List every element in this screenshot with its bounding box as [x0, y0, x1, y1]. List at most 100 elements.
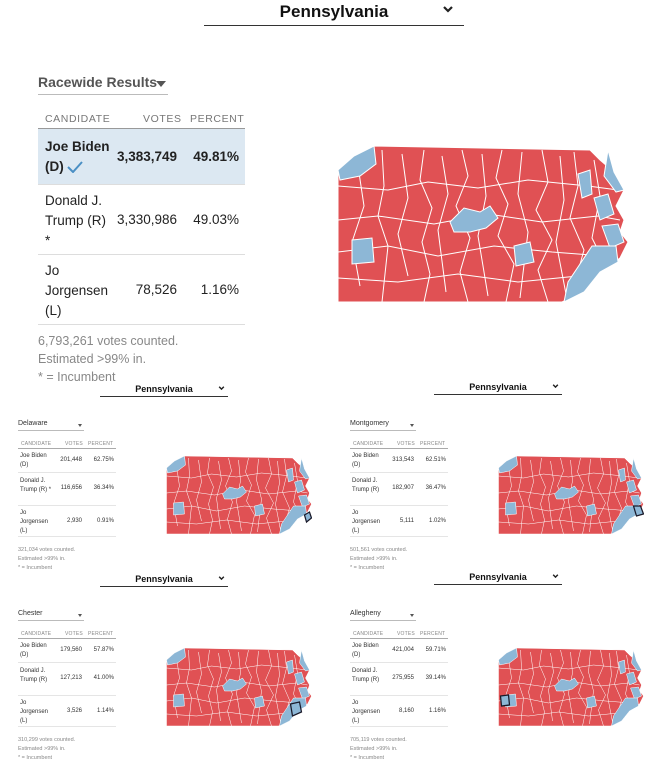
selected-county-outline[interactable]: [289, 701, 303, 717]
pennsylvania-county-map[interactable]: [166, 456, 312, 540]
county-select[interactable]: Delaware: [18, 420, 84, 431]
state-select[interactable]: Pennsylvania: [100, 384, 228, 397]
chevron-down-icon: [552, 574, 559, 579]
candidate-row[interactable]: Jo Jorgensen (L) 78,526 1.16%: [38, 255, 245, 325]
pennsylvania-county-map[interactable]: [338, 146, 628, 314]
header-divider: [18, 448, 116, 449]
candidate-percent: 41.00%: [93, 675, 114, 681]
candidate-row[interactable]: Jo Jorgensen (L) 8,160 1.16%: [350, 696, 448, 727]
candidate-name: Joe Biden (D): [20, 453, 47, 468]
pennsylvania-county-map[interactable]: [166, 648, 312, 732]
candidate-name: Joe Biden (D): [20, 643, 47, 658]
candidate-row[interactable]: Donald J. Trump (R) * 3,330,986 49.03%: [38, 185, 245, 255]
header-percent: PERCENT: [88, 631, 114, 637]
header-percent: PERCENT: [190, 113, 245, 125]
candidate-row[interactable]: Donald J. Trump (R) * 116,656 36.34%: [18, 473, 116, 506]
race-select-label: Racewide Results: [38, 74, 158, 90]
state-select[interactable]: Pennsylvania: [434, 572, 562, 585]
incumbent-note: * = Incumbent: [350, 755, 385, 761]
county-select-label: Montgomery: [350, 420, 389, 427]
estimated-in: Estimated >99% in.: [38, 352, 147, 366]
race-select[interactable]: Racewide Results: [38, 72, 168, 95]
county-select[interactable]: Chester: [18, 610, 84, 621]
candidate-row[interactable]: Donald J. Trump (R) 275,955 39.14%: [350, 663, 448, 696]
header-votes: VOTES: [65, 631, 83, 637]
candidate-percent: 49.03%: [193, 212, 239, 227]
candidate-percent: 1.16%: [200, 282, 239, 297]
triangle-down-icon: [78, 424, 82, 427]
header-candidate: CANDIDATE: [21, 441, 52, 447]
candidate-row[interactable]: Joe Biden (D) 313,543 62.51%: [350, 449, 448, 473]
county-select-label: Chester: [18, 610, 43, 617]
county-select-label: Allegheny: [350, 610, 381, 617]
candidate-name: Joe Biden (D): [352, 643, 379, 658]
state-select[interactable]: Pennsylvania: [204, 0, 464, 26]
header-votes: VOTES: [397, 631, 415, 637]
header-votes: VOTES: [65, 441, 83, 447]
candidate-percent: 59.71%: [425, 647, 446, 653]
estimated-in: Estimated >99% in.: [18, 556, 66, 562]
header-divider: [350, 448, 448, 449]
candidate-percent: 36.47%: [425, 485, 446, 491]
candidate-votes: 201,448: [60, 457, 82, 463]
candidate-votes: 179,560: [60, 647, 82, 653]
estimated-in: Estimated >99% in.: [350, 556, 398, 562]
candidate-row[interactable]: Donald J. Trump (R) 127,213 41.00%: [18, 663, 116, 696]
candidate-row[interactable]: Joe Biden (D) 179,560 57.87%: [18, 639, 116, 663]
state-select[interactable]: Pennsylvania: [100, 574, 228, 587]
candidate-percent: 1.14%: [96, 708, 114, 714]
header-divider: [350, 638, 448, 639]
candidate-votes: 78,526: [135, 282, 177, 297]
candidate-name: Donald J. Trump (R) *: [45, 193, 106, 248]
state-select[interactable]: Pennsylvania: [434, 382, 562, 395]
county-select[interactable]: Montgomery: [350, 420, 416, 431]
header-candidate: CANDIDATE: [45, 113, 111, 125]
header-divider: [38, 128, 245, 129]
candidate-row[interactable]: Jo Jorgensen (L) 5,111 1.02%: [350, 506, 448, 537]
selected-county-outline[interactable]: [303, 511, 312, 524]
votes-counted: 501,561 votes counted.: [350, 547, 408, 553]
candidate-votes: 8,160: [398, 708, 414, 714]
candidate-percent: 1.16%: [428, 708, 446, 714]
candidate-percent: 57.87%: [93, 647, 114, 653]
pennsylvania-county-map[interactable]: [498, 456, 644, 540]
candidate-percent: 36.34%: [93, 485, 114, 491]
state-select-label: Pennsylvania: [135, 384, 193, 394]
candidate-votes: 313,543: [392, 457, 414, 463]
candidate-votes: 3,383,749: [116, 149, 177, 164]
county-select[interactable]: Allegheny: [350, 610, 416, 621]
candidate-votes: 275,955: [392, 675, 414, 681]
candidate-row[interactable]: Joe Biden (D) 421,004 59.71%: [350, 639, 448, 663]
pennsylvania-county-map[interactable]: [498, 648, 644, 732]
candidate-votes: 116,656: [60, 485, 82, 491]
county-select-label: Delaware: [18, 420, 48, 427]
candidate-name: Donald J. Trump (R): [352, 478, 380, 493]
chevron-down-icon: [218, 386, 225, 391]
header-divider: [18, 638, 116, 639]
candidate-row[interactable]: Donald J. Trump (R) 182,907 36.47%: [350, 473, 448, 506]
candidate-row[interactable]: Jo Jorgensen (L) 2,930 0.91%: [18, 506, 116, 537]
candidate-percent: 62.51%: [425, 457, 446, 463]
candidate-row-winner[interactable]: Joe Biden (D) 3,383,749 49.81%: [38, 129, 245, 185]
header-candidate: CANDIDATE: [21, 631, 52, 637]
candidate-row[interactable]: Jo Jorgensen (L) 3,526 1.14%: [18, 696, 116, 727]
header-votes: VOTES: [397, 441, 415, 447]
state-select-label: Pennsylvania: [469, 572, 527, 582]
candidate-percent: 1.02%: [428, 518, 446, 524]
header-votes: VOTES: [143, 113, 182, 125]
candidate-name: Jo Jorgensen (L): [352, 510, 381, 534]
candidate-votes: 5,111: [399, 518, 414, 524]
candidate-name: Jo Jorgensen (L): [20, 510, 49, 534]
candidate-votes: 421,004: [392, 647, 414, 653]
estimated-in: Estimated >99% in.: [18, 746, 66, 752]
header-candidate: CANDIDATE: [353, 441, 384, 447]
header-candidate: CANDIDATE: [353, 631, 384, 637]
votes-counted: 321,034 votes counted.: [18, 547, 76, 553]
candidate-row[interactable]: Joe Biden (D) 201,448 62.75%: [18, 449, 116, 473]
selected-county-outline[interactable]: [499, 694, 511, 707]
selected-county-outline[interactable]: [632, 505, 644, 517]
votes-counted: 6,793,261 votes counted.: [38, 334, 179, 348]
candidate-votes: 127,213: [60, 675, 82, 681]
triangle-down-icon: [156, 81, 166, 87]
candidate-name: Jo Jorgensen (L): [352, 700, 381, 724]
